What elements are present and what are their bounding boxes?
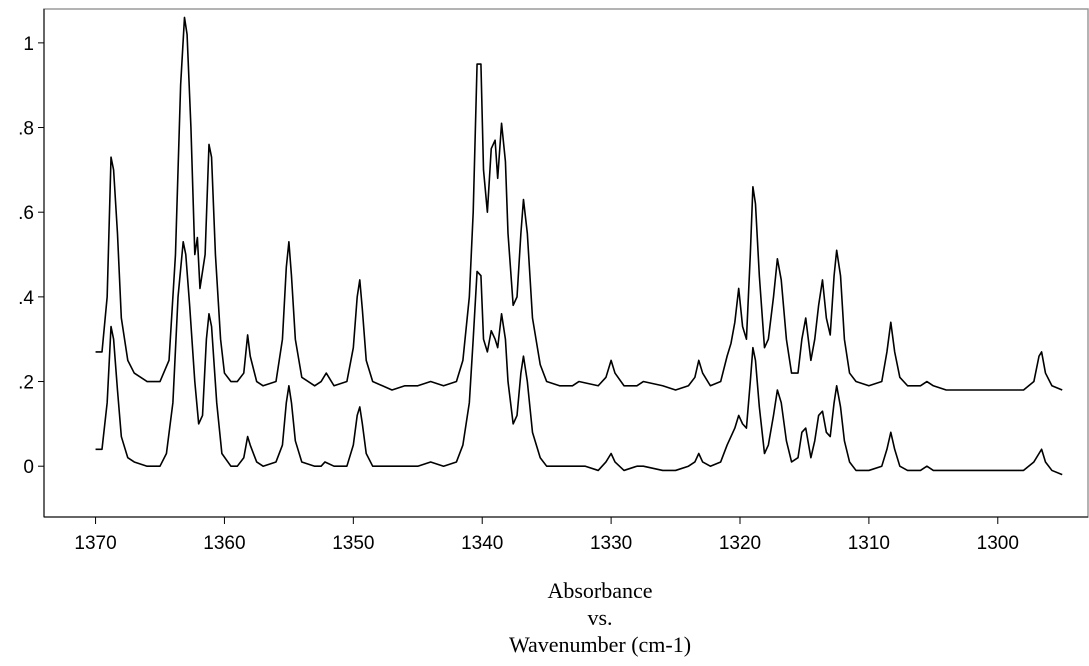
x-tick-label: 1350 [332,533,374,554]
x-tick-label: 1360 [203,533,245,554]
y-tick-label: .8 [18,119,34,140]
x-axis-label-line-2: vs. [587,605,613,630]
spectrum-line-2 [95,241,1063,476]
y-tick-label: .6 [18,203,34,224]
y-tick-label: .4 [18,288,34,309]
x-tick-label: 1310 [848,533,890,554]
y-tick-label: 0 [23,457,34,478]
plot-frame [43,8,1089,518]
x-axis-ticks: 1370 1360 1350 1340 1330 1320 1310 1300 [74,517,1019,554]
y-tick-label: 1 [23,34,34,55]
series-layer [95,16,1063,476]
y-axis-ticks: 0 .2 .4 .6 .8 1 [18,34,44,478]
x-tick-label: 1330 [590,533,632,554]
x-tick-label: 1320 [719,533,761,554]
x-axis-label-line-1: Absorbance [547,578,653,603]
y-tick-label: .2 [18,373,34,394]
x-tick-label: 1340 [461,533,503,554]
x-tick-label: 1370 [74,533,116,554]
spectrum-line-1 [95,16,1063,391]
x-axis-label-line-3: Wavenumber (cm-1) [508,632,692,657]
x-tick-label: 1300 [977,533,1019,554]
